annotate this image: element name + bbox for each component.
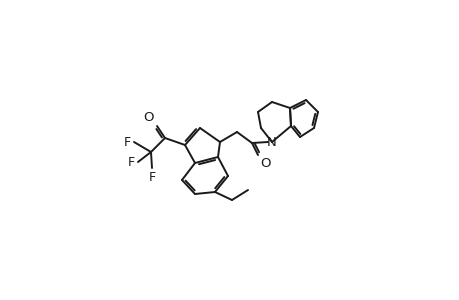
Text: O: O [143, 111, 154, 124]
Text: F: F [148, 171, 155, 184]
Text: O: O [259, 157, 270, 170]
Text: N: N [267, 136, 276, 148]
Text: F: F [123, 136, 131, 148]
Text: F: F [128, 155, 134, 169]
